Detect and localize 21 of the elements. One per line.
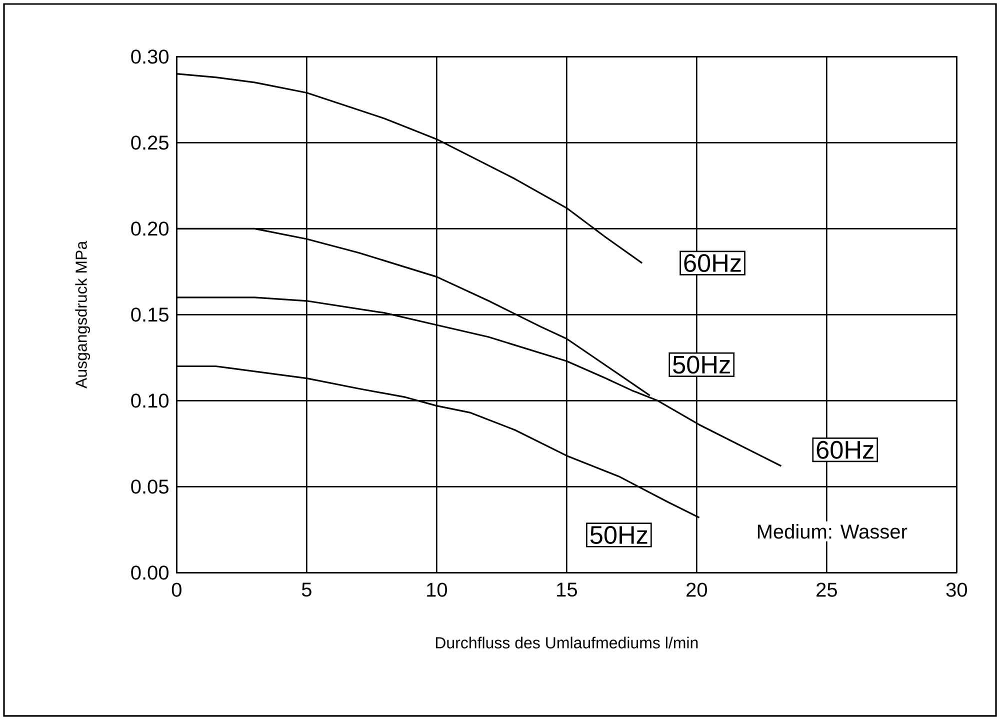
- x-tick-label: 30: [946, 582, 967, 597]
- x-axis-title: Durchfluss des Umlaufmediums l/min: [436, 636, 698, 648]
- x-tick-label: 0: [172, 582, 182, 597]
- y-tick-label: 0.15: [131, 308, 168, 322]
- annotation: 60Hz: [684, 254, 741, 272]
- annotation: Medium: Wasser: [758, 524, 908, 539]
- y-tick-label: 0.05: [131, 480, 168, 494]
- x-tick-label: 20: [686, 582, 707, 597]
- annotation: 60Hz: [816, 440, 874, 459]
- annotation: 50Hz: [673, 356, 730, 374]
- x-tick-label: 15: [557, 582, 577, 597]
- y-tick-label: 0.25: [131, 136, 168, 150]
- annotation: 50Hz: [590, 526, 648, 544]
- x-tick-label: 25: [816, 582, 837, 597]
- x-tick-label: 10: [427, 582, 447, 597]
- y-tick-label: 0.20: [131, 222, 168, 236]
- y-tick-label: 0.10: [131, 394, 168, 408]
- y-tick-label: 0.30: [131, 50, 168, 64]
- x-tick-label: 5: [302, 582, 312, 597]
- y-axis-title: Ausgangsdruck MPa: [75, 240, 90, 388]
- y-tick-label: 0.00: [131, 566, 168, 580]
